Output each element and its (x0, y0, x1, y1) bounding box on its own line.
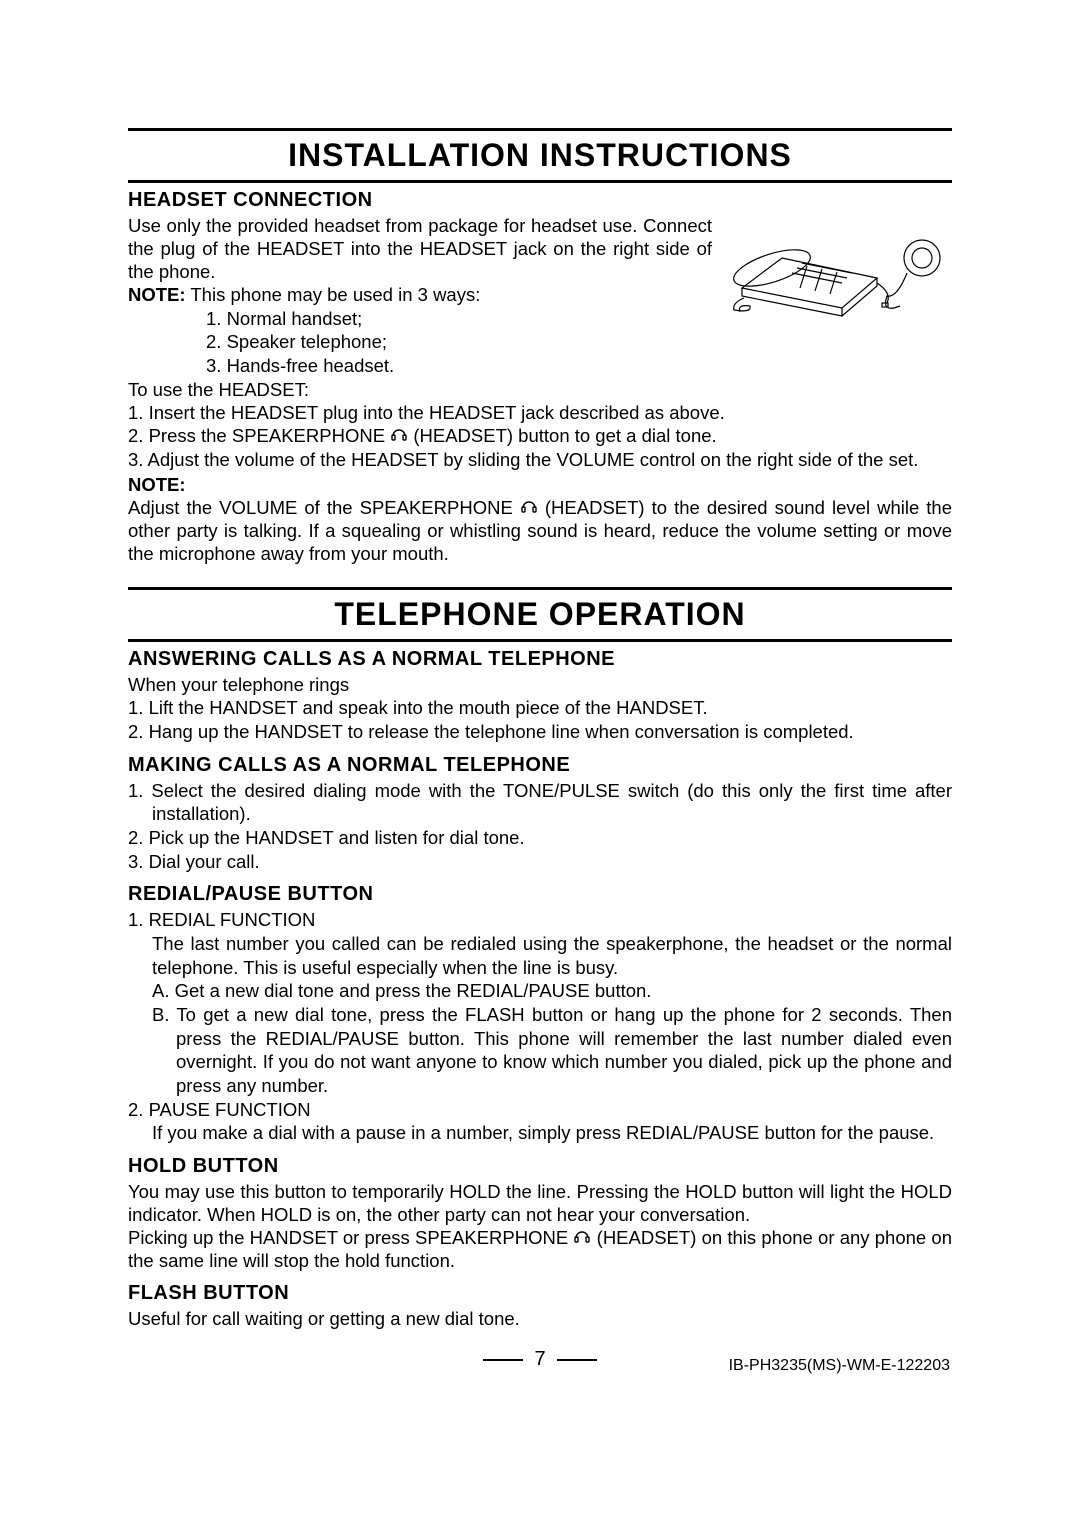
answering-intro: When your telephone rings (128, 673, 952, 696)
section-title-installation: INSTALLATION INSTRUCTIONS (128, 128, 952, 183)
headset-step-1: 1. Insert the HEADSET plug into the HEAD… (128, 401, 952, 425)
use-headset-line: To use the HEADSET: (128, 378, 952, 401)
heading-flash: FLASH BUTTON (128, 1282, 952, 1305)
redial-function-text: The last number you called can be redial… (128, 932, 952, 979)
note2-text: Adjust the VOLUME of the SPEAKERPHONE (H… (128, 496, 952, 565)
note2-a: Adjust the VOLUME of the SPEAKERPHONE (128, 497, 513, 518)
headset-icon (390, 426, 408, 444)
pause-function-title: 2. PAUSE FUNCTION (128, 1098, 952, 1122)
answering-step-2: 2. Hang up the HANDSET to release the te… (128, 720, 952, 744)
redial-sub-a: A. Get a new dial tone and press the RED… (128, 979, 952, 1003)
heading-hold: HOLD BUTTON (128, 1155, 952, 1178)
usage-mode-2: 2. Speaker telephone; (128, 330, 952, 354)
usage-mode-3: 3. Hands-free headset. (128, 354, 952, 378)
redial-sub-b: B. To get a new dial tone, press the FLA… (128, 1003, 952, 1098)
making-step-2: 2. Pick up the HANDSET and listen for di… (128, 826, 952, 850)
making-step-1: 1. Select the desired dialing mode with … (128, 779, 952, 826)
hold-p2: Picking up the HANDSET or press SPEAKERP… (128, 1226, 952, 1272)
hold-p2a: Picking up the HANDSET or press SPEAKERP… (128, 1227, 573, 1248)
document-id: IB-PH3235(MS)-WM-E-122203 (729, 1357, 950, 1375)
page-number: 7 (534, 1348, 545, 1370)
answering-step-1: 1. Lift the HANDSET and speak into the m… (128, 696, 952, 720)
heading-headset-connection: HEADSET CONNECTION (128, 189, 952, 212)
headset-step-2: 2. Press the SPEAKERPHONE (HEADSET) butt… (128, 424, 952, 448)
pause-function-text: If you make a dial with a pause in a num… (128, 1121, 952, 1145)
page-body: INSTALLATION INSTRUCTIONS HEADSET CONNEC… (128, 128, 952, 1331)
redial-function-title: 1. REDIAL FUNCTION (128, 908, 952, 932)
headset-step-3: 3. Adjust the volume of the HEADSET by s… (128, 448, 952, 472)
section-title-operation: TELEPHONE OPERATION (128, 587, 952, 642)
heading-redial: REDIAL/PAUSE BUTTON (128, 883, 952, 906)
making-step-3: 3. Dial your call. (128, 850, 952, 874)
heading-making: MAKING CALLS AS A NORMAL TELEPHONE (128, 754, 952, 777)
footer-dash-right (557, 1359, 597, 1361)
note-label: NOTE: (128, 284, 186, 305)
note2-label: NOTE: (128, 474, 952, 496)
footer-dash-left (483, 1359, 523, 1361)
heading-answering: ANSWERING CALLS AS A NORMAL TELEPHONE (128, 648, 952, 671)
telephone-illustration (722, 218, 952, 318)
headset-icon (520, 498, 538, 516)
headset-step-2a: 2. Press the SPEAKERPHONE (128, 425, 385, 446)
headset-step-2b: (HEADSET) button to get a dial tone. (413, 425, 716, 446)
hold-p1: You may use this button to temporarily H… (128, 1180, 952, 1226)
flash-text: Useful for call waiting or getting a new… (128, 1307, 952, 1330)
headset-icon (573, 1228, 591, 1246)
note-text: This phone may be used in 3 ways: (186, 284, 481, 305)
